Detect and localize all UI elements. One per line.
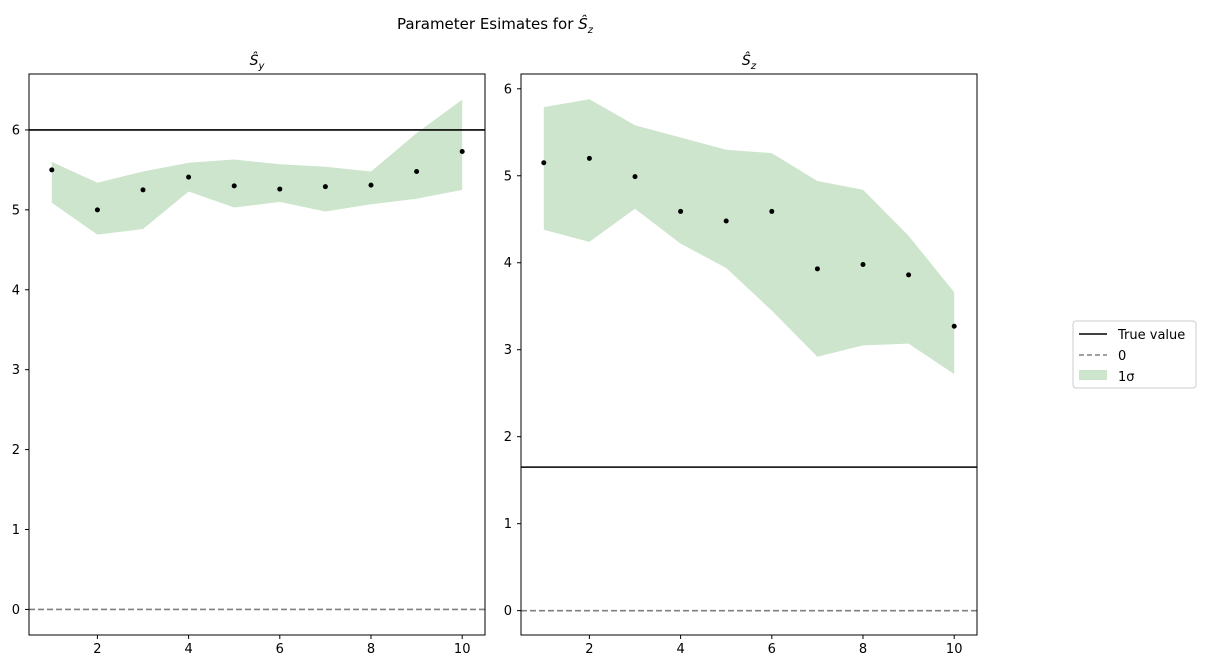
y-tick-label-3: 3	[12, 363, 20, 378]
legend-sigma-swatch	[1079, 370, 1107, 380]
suptitle-prefix: Parameter Esimates for	[397, 15, 578, 33]
estimate-point-5	[231, 183, 237, 189]
legend-label-zero: 0	[1118, 349, 1126, 364]
y-tick-label-4: 4	[12, 283, 20, 298]
estimate-point-4	[186, 174, 192, 180]
estimate-point-9	[906, 272, 912, 278]
y-tick-label-1: 1	[504, 517, 512, 532]
subplot-s-z: 2 4 6 8 10 0 1 2 3 4 5 6 Ŝz	[504, 51, 978, 657]
x-tick-label-8: 8	[367, 642, 375, 657]
legend-label-sigma: 1σ	[1118, 370, 1135, 385]
estimate-point-2	[586, 155, 592, 161]
suptitle-symbol: Ŝ	[578, 14, 588, 33]
estimate-point-1	[49, 167, 55, 173]
suptitle-subscript: z	[587, 25, 594, 36]
axes-frame	[520, 73, 978, 636]
x-tick-label-6: 6	[768, 642, 776, 657]
y-tick-label-6: 6	[12, 123, 20, 138]
subplot-title-symbol: Ŝ	[250, 51, 259, 69]
y-tick-label-0: 0	[12, 603, 20, 618]
estimate-point-1	[541, 160, 547, 166]
subplot-title: Ŝy	[250, 51, 266, 72]
estimate-point-2	[94, 207, 100, 213]
figure-suptitle: Parameter Esimates for Ŝz	[397, 14, 594, 36]
axes-frame	[28, 73, 486, 636]
estimate-point-3	[140, 187, 146, 193]
subplot-title: Ŝz	[742, 51, 757, 72]
y-tick-label-0: 0	[504, 604, 512, 619]
subplot-title-symbol: Ŝ	[742, 51, 751, 69]
x-tick-label-4: 4	[184, 642, 192, 657]
estimate-point-6	[277, 186, 283, 192]
estimate-point-8	[368, 182, 374, 188]
estimate-point-6	[769, 208, 775, 214]
subplot-title-subscript: y	[257, 61, 265, 72]
legend-label-true-value: True value	[1117, 328, 1185, 343]
estimate-point-8	[860, 261, 866, 267]
estimate-point-4	[678, 208, 684, 214]
y-tick-label-2: 2	[504, 430, 512, 445]
y-tick-label-2: 2	[12, 443, 20, 458]
y-tick-label-1: 1	[12, 523, 20, 538]
y-tick-label-4: 4	[504, 256, 512, 271]
y-tick-label-6: 6	[504, 82, 512, 97]
x-tick-label-4: 4	[676, 642, 684, 657]
legend: True value 0 1σ	[1072, 320, 1197, 389]
estimate-point-7	[814, 266, 820, 272]
estimate-point-5	[723, 218, 729, 224]
x-tick-label-6: 6	[276, 642, 284, 657]
x-tick-label-2: 2	[585, 642, 593, 657]
y-tick-label-5: 5	[12, 203, 20, 218]
estimate-point-10	[459, 149, 465, 155]
estimate-point-3	[632, 174, 638, 180]
x-tick-label-10: 10	[454, 642, 471, 657]
x-tick-label-10: 10	[946, 642, 963, 657]
y-tick-label-3: 3	[504, 343, 512, 358]
x-tick-label-2: 2	[93, 642, 101, 657]
estimate-point-7	[322, 184, 328, 190]
subplot-title-subscript: z	[750, 61, 757, 72]
sigma-band	[51, 99, 463, 235]
estimate-point-9	[414, 168, 420, 174]
x-tick-label-8: 8	[859, 642, 867, 657]
estimate-point-10	[951, 323, 957, 329]
y-tick-label-5: 5	[504, 169, 512, 184]
subplot-s-y: 2 4 6 8 10 0 1 2 3 4 5 6 Ŝy	[12, 51, 486, 657]
sigma-band	[543, 99, 955, 375]
